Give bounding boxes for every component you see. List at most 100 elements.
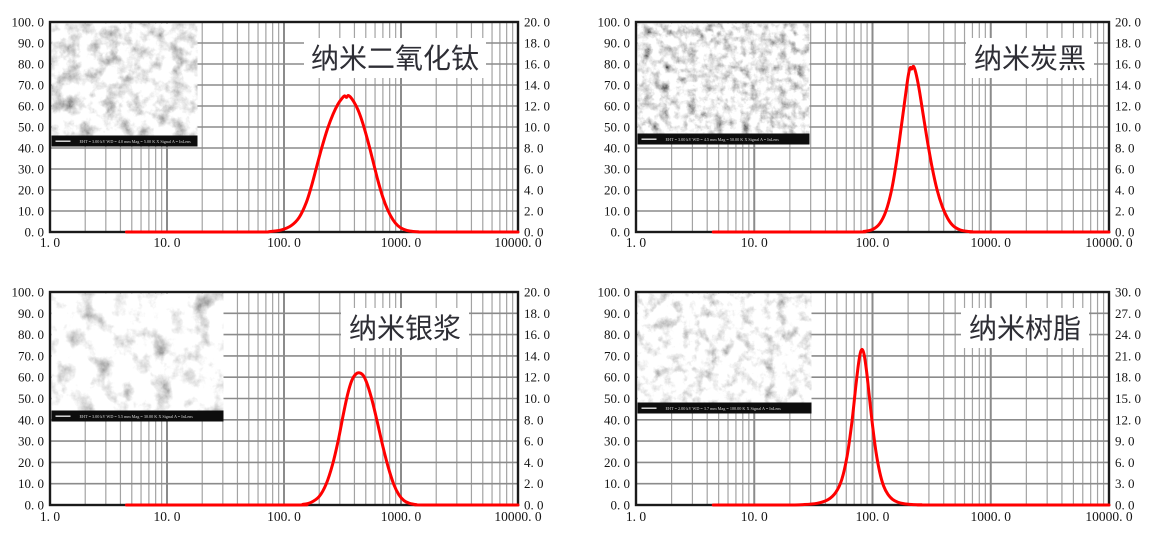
chart-title: 纳米银浆 [349,313,461,345]
chart-title-bg [966,38,1094,78]
left-axis-tick: 40. 0 [18,141,44,156]
right-axis-tick: 8. 0 [524,412,544,427]
left-axis-tick: 80. 0 [604,57,630,72]
right-axis-tick: 18. 0 [524,306,550,321]
chart-title: 纳米炭黑 [974,43,1086,75]
sem-scale-bar [55,140,71,142]
left-axis-tick: 0. 0 [25,225,45,240]
right-axis-tick: 0. 0 [1115,498,1135,513]
right-axis-tick: 27. 0 [1115,306,1141,321]
left-axis-tick: 0. 0 [611,225,631,240]
sem-caption: EHT = 3.00 kV WD = 4.0 mm Mag = 5.00 K X… [80,139,192,144]
right-axis-tick: 20. 0 [1115,15,1141,30]
right-axis-tick: 8. 0 [524,141,544,156]
right-axis-tick: 16. 0 [1115,57,1141,72]
right-axis-tick: 0. 0 [524,498,544,513]
x-axis-tick: 10. 0 [154,235,181,250]
left-axis-tick: 30. 0 [18,434,44,449]
chart-title: 纳米二氧化钛 [311,43,479,75]
right-axis-tick: 6. 0 [524,434,544,449]
right-axis-tick: 10. 0 [1115,120,1141,135]
right-axis-tick: 24. 0 [1115,327,1141,342]
x-axis-tick: 100. 0 [267,509,301,524]
left-axis-tick: 100. 0 [12,285,45,300]
x-axis-tick: 100. 0 [267,235,301,250]
right-axis-tick: 3. 0 [1115,476,1135,491]
right-axis-tick: 12. 0 [1115,412,1141,427]
distribution-curve [711,347,1111,507]
right-axis-tick: 18. 0 [524,36,550,51]
right-axis-tick: 16. 0 [524,57,550,72]
right-axis-tick: 10. 0 [524,391,550,406]
left-axis-tick: 30. 0 [604,434,630,449]
sem-caption: EHT = 3.00 kV WD = 4.5 mm Mag = 50.00 K … [666,137,780,142]
x-axis-tick: 10000. 0 [494,235,542,250]
left-axis-tick: 20. 0 [18,183,44,198]
right-axis-tick: 2. 0 [524,476,544,491]
x-axis-tick: 100. 0 [856,509,890,524]
left-axis-tick: 70. 0 [18,78,44,93]
x-axis-tick: 1. 0 [40,509,61,524]
left-axis-tick: 10. 0 [18,204,44,219]
left-axis-tick: 0. 0 [611,498,631,513]
right-axis-tick: 2. 0 [1115,204,1135,219]
left-axis-tick: 30. 0 [604,162,630,177]
right-axis-tick: 12. 0 [1115,99,1141,114]
sem-scale-bar [641,407,657,409]
left-axis-tick: 100. 0 [598,285,631,300]
chart-title-bg [304,38,486,78]
sem-inset-image: EHT = 2.00 kV WD = 3.7 mm Mag = 100.00 K… [637,293,812,414]
x-axis-tick: 1000. 0 [381,509,422,524]
right-axis-tick: 0. 0 [1115,225,1135,240]
left-axis-tick: 90. 0 [18,36,44,51]
chart-title: 纳米树脂 [969,313,1081,345]
chart-title-bg [961,308,1089,348]
x-axis-tick: 10000. 0 [1085,509,1133,524]
right-axis-tick: 6. 0 [524,162,544,177]
sem-inset-image: EHT = 3.00 kV WD = 5.5 mm Mag = 30.00 K … [51,293,224,422]
left-axis-tick: 30. 0 [18,162,44,177]
left-axis-tick: 80. 0 [18,327,44,342]
plot-border [634,20,1111,234]
right-axis-tick: 15. 0 [1115,391,1141,406]
x-axis-tick: 1. 0 [626,235,647,250]
left-axis-tick: 0. 0 [25,498,45,513]
right-axis-tick: 14. 0 [524,78,550,93]
chart-svg: EHT = 3.00 kV WD = 5.5 mm Mag = 30.00 K … [12,285,551,525]
left-axis-tick: 100. 0 [598,15,631,30]
right-axis-tick: 8. 0 [1115,141,1135,156]
left-axis-tick: 90. 0 [18,306,44,321]
right-axis-tick: 20. 0 [524,285,550,300]
left-axis-tick: 70. 0 [604,78,630,93]
left-axis-tick: 70. 0 [18,348,44,363]
right-axis-tick: 30. 0 [1115,285,1141,300]
left-axis-tick: 60. 0 [18,99,44,114]
distribution-curve [124,93,520,234]
chart-svg: EHT = 2.00 kV WD = 3.7 mm Mag = 100.00 K… [598,285,1142,525]
chart-svg: EHT = 3.00 kV WD = 4.0 mm Mag = 5.00 K X… [12,15,551,251]
chart-cell-nano-silver-paste: EHT = 3.00 kV WD = 5.5 mm Mag = 30.00 K … [0,270,579,539]
left-axis-tick: 70. 0 [604,348,630,363]
right-axis-tick: 14. 0 [524,348,550,363]
left-axis-tick: 40. 0 [604,412,630,427]
right-axis-tick: 6. 0 [1115,455,1135,470]
left-axis-tick: 50. 0 [18,120,44,135]
x-axis-tick: 100. 0 [856,235,890,250]
distribution-curve [711,64,1111,234]
sem-caption-bar [637,402,812,414]
left-axis-tick: 20. 0 [604,183,630,198]
x-axis-tick: 1. 0 [626,509,647,524]
left-axis-tick: 10. 0 [18,476,44,491]
left-axis-tick: 20. 0 [18,455,44,470]
sem-caption: EHT = 3.00 kV WD = 5.5 mm Mag = 30.00 K … [80,414,194,419]
chart-title-group: 纳米炭黑 [966,38,1094,78]
right-axis-tick: 16. 0 [524,327,550,342]
left-axis-tick: 60. 0 [604,370,630,385]
left-axis-tick: 80. 0 [18,57,44,72]
sem-caption-bar [637,133,810,145]
sem-caption-bar [51,135,198,147]
x-axis-tick: 1000. 0 [381,235,422,250]
sem-scale-bar [641,138,657,140]
left-axis-tick: 100. 0 [12,15,45,30]
